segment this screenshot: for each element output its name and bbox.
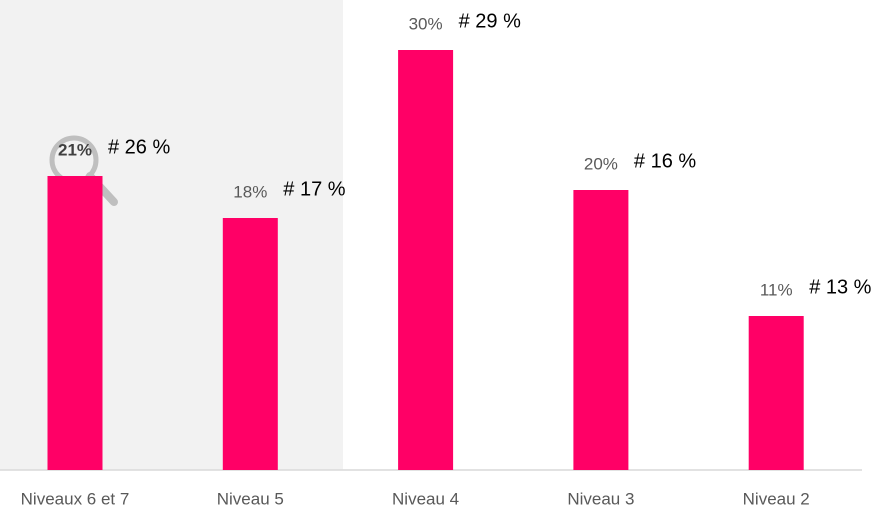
value-label: 21% (58, 140, 92, 159)
annotation: # 13 % (809, 276, 871, 298)
bar (47, 176, 103, 470)
annotation: # 16 % (634, 150, 696, 172)
x-tick-label: Niveau 5 (217, 489, 284, 508)
annotation: # 26 % (108, 136, 170, 158)
value-label: 18% (233, 182, 267, 201)
x-tick-label: Niveau 2 (743, 489, 810, 508)
annotation: # 17 % (283, 178, 345, 200)
x-tick-label: Niveaux 6 et 7 (21, 489, 130, 508)
x-tick-label: Niveau 4 (392, 489, 459, 508)
bar (398, 50, 454, 470)
x-tick-label: Niveau 3 (567, 489, 634, 508)
annotation: # 29 % (459, 10, 521, 32)
bar (222, 218, 278, 470)
bar (748, 316, 804, 470)
value-label: 30% (409, 14, 443, 33)
bar (573, 190, 629, 470)
value-label: 11% (760, 280, 793, 299)
value-label: 20% (584, 154, 618, 173)
